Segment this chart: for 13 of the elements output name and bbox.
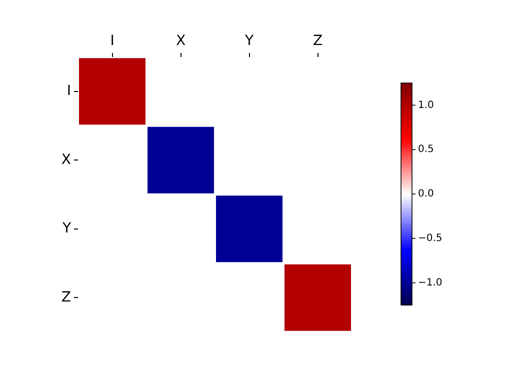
y-tick-label: Y xyxy=(61,220,72,237)
color-bar-label: 0.5 xyxy=(418,144,434,156)
color-bar-label: −0.5 xyxy=(418,232,442,244)
color-bar-label: 1.0 xyxy=(418,100,434,111)
y-tick-label: Z xyxy=(61,289,71,306)
y-tick-label: I xyxy=(66,83,71,100)
color-bar-label: 0.0 xyxy=(418,188,434,200)
x-tick-label: X xyxy=(176,33,186,50)
x-tick-label: I xyxy=(110,33,114,50)
x-tick-label: Y xyxy=(244,33,254,50)
color-bar-label: −1.0 xyxy=(418,277,442,288)
y-tick-label: X xyxy=(61,152,72,168)
x-tick-label: Z xyxy=(312,33,323,50)
